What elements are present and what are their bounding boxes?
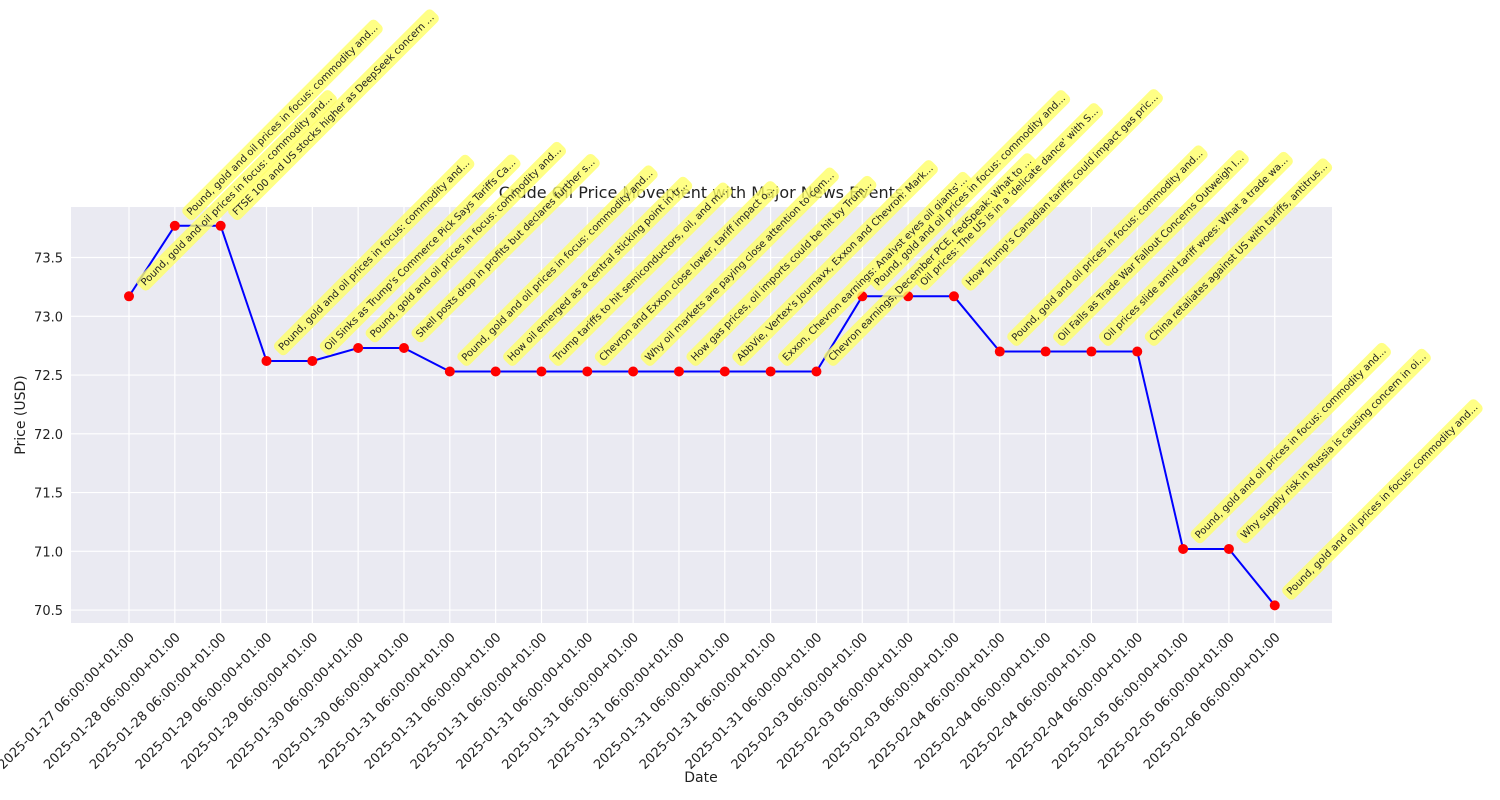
annotation-box bbox=[411, 153, 600, 343]
price-point bbox=[1269, 600, 1280, 611]
annotation-box bbox=[778, 171, 973, 366]
price-point bbox=[719, 366, 730, 377]
y-tick-label: 71.0 bbox=[34, 545, 63, 560]
price-point bbox=[1132, 346, 1143, 357]
y-tick-label: 70.5 bbox=[34, 604, 63, 619]
price-point bbox=[444, 366, 455, 377]
annotation-box bbox=[1098, 151, 1293, 346]
annotation-text: Pound, gold and oil prices in focus: com… bbox=[185, 23, 380, 218]
annotation-box bbox=[273, 154, 475, 356]
annotation-box bbox=[915, 103, 1104, 291]
price-point bbox=[765, 366, 776, 377]
annotation-box bbox=[319, 154, 521, 356]
y-axis-label: Price (USD) bbox=[13, 375, 29, 454]
news-annotation: Pound, gold and oil prices in focus: com… bbox=[182, 19, 383, 221]
price-point bbox=[398, 343, 409, 354]
price-point bbox=[124, 291, 134, 302]
y-tick-label: 73.5 bbox=[34, 252, 63, 267]
annotation-box bbox=[640, 167, 839, 366]
y-tick-label: 72.0 bbox=[34, 428, 63, 443]
annotation-box bbox=[1144, 158, 1333, 346]
price-point bbox=[673, 366, 684, 377]
price-point bbox=[948, 291, 959, 302]
price-point bbox=[215, 220, 226, 231]
news-annotation: FTSE 100 and US stocks higher as DeepSee… bbox=[228, 9, 439, 221]
price-point bbox=[1178, 543, 1189, 554]
annotation-box bbox=[1190, 342, 1391, 544]
annotation-box bbox=[823, 153, 1037, 366]
annotation-box bbox=[457, 165, 658, 366]
y-tick-label: 71.5 bbox=[34, 487, 63, 502]
x-axis-label: Date bbox=[684, 770, 717, 786]
annotation-box bbox=[228, 9, 439, 221]
price-point bbox=[811, 366, 822, 377]
annotation-box bbox=[548, 182, 733, 366]
annotation-box bbox=[182, 19, 383, 221]
price-point bbox=[1040, 346, 1051, 357]
y-tick-label: 73.0 bbox=[34, 310, 63, 325]
annotation-box bbox=[961, 89, 1163, 291]
annotation-box bbox=[136, 90, 337, 291]
price-point bbox=[994, 346, 1005, 357]
price-line bbox=[128, 224, 1276, 607]
price-point bbox=[628, 366, 639, 377]
price-point bbox=[353, 343, 364, 354]
annotation-box bbox=[1282, 399, 1483, 600]
annotation-text: FTSE 100 and US stocks higher as DeepSee… bbox=[231, 12, 437, 218]
price-point bbox=[1223, 543, 1234, 554]
annotation-box bbox=[686, 175, 877, 366]
annotation-box bbox=[869, 90, 1071, 291]
annotation-box bbox=[1053, 150, 1249, 346]
annotation-box bbox=[1007, 145, 1208, 346]
annotation-box bbox=[365, 141, 567, 343]
price-point bbox=[261, 355, 272, 366]
annotation-box bbox=[1236, 348, 1431, 544]
price-point bbox=[490, 366, 501, 377]
annotation-box bbox=[594, 181, 780, 366]
price-point bbox=[169, 220, 180, 231]
price-point bbox=[536, 366, 547, 377]
price-point bbox=[1086, 346, 1097, 357]
annotation-box bbox=[503, 176, 693, 366]
y-tick-label: 72.5 bbox=[34, 369, 63, 384]
price-point bbox=[582, 366, 593, 377]
annotation-box bbox=[732, 160, 938, 366]
price-point bbox=[307, 355, 318, 366]
